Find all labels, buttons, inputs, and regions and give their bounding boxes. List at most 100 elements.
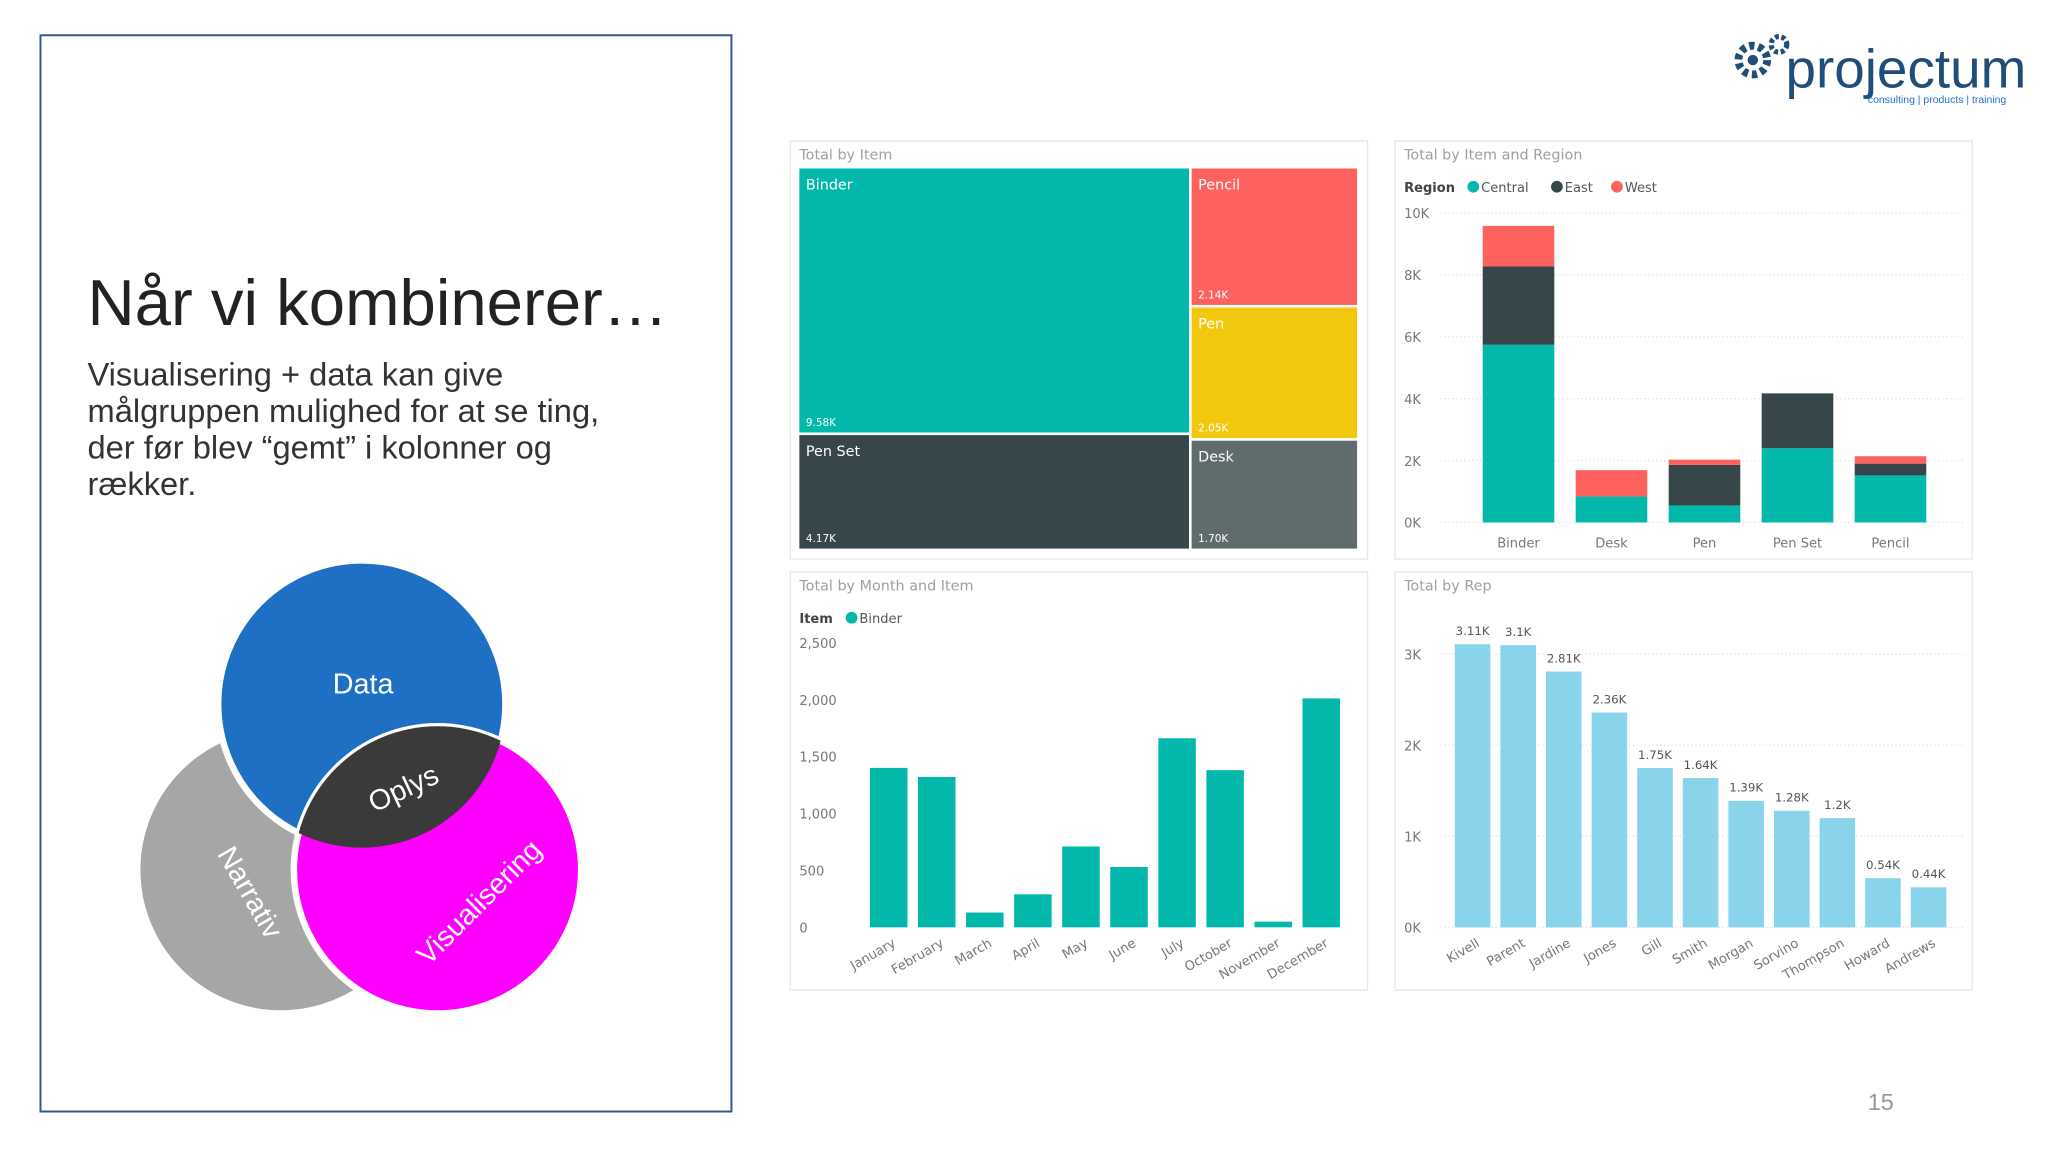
- chart: Total by Month and Item Item Binder 0 500 1,0…: [789, 571, 1369, 991]
- bar: [1819, 818, 1856, 928]
- legend-title: Item: [799, 612, 833, 627]
- body-line: målgruppen mulighed for at se ting,: [88, 392, 600, 429]
- bar: [1062, 846, 1100, 928]
- data-label: 3.1K: [1505, 625, 1532, 639]
- y-tick-label: 0: [799, 922, 807, 937]
- data-label: 1.28K: [1775, 791, 1809, 805]
- y-tick-label: 1,500: [799, 751, 836, 766]
- bar-segment: [1482, 266, 1555, 345]
- slide-title: Når vi kombinerer…: [88, 266, 669, 339]
- bar: [1728, 800, 1764, 928]
- chart: Total by Item and Region Region Central Eas…: [1394, 140, 1973, 560]
- y-tick-label: 1,000: [799, 808, 836, 823]
- body-text: Visualisering + data kan give målgruppen…: [88, 355, 600, 502]
- data-label: 1.2K: [1824, 798, 1851, 812]
- bar: [869, 767, 908, 928]
- data-label: 1.75K: [1638, 748, 1672, 762]
- data-label: 1.64K: [1684, 758, 1718, 772]
- x-tick-label: Pen: [1693, 536, 1717, 551]
- logo-name: projectum: [1785, 38, 2026, 100]
- bar: [1910, 887, 1947, 928]
- body-line: der før blev “gemt” i kolonner og: [88, 428, 552, 465]
- logo-gear: [1747, 54, 1759, 66]
- legend-swatch: [1611, 180, 1623, 193]
- value-label: 4.17K: [806, 533, 837, 545]
- legend-label: Binder: [859, 612, 902, 627]
- legend-label: West: [1625, 181, 1657, 196]
- y-tick-label: 3K: [1404, 648, 1421, 663]
- y-tick-label: 0K: [1404, 922, 1421, 937]
- bar-segment: [1668, 459, 1741, 465]
- bar: [966, 912, 1004, 928]
- bar: [1500, 645, 1536, 928]
- treemap-cell: [1191, 307, 1358, 439]
- y-tick-label: 8K: [1404, 269, 1421, 284]
- bar: [1158, 738, 1196, 928]
- bar-segment: [1854, 463, 1927, 476]
- bar: [1014, 894, 1052, 928]
- y-tick-label: 6K: [1404, 331, 1421, 346]
- y-tick-label: 4K: [1404, 393, 1421, 408]
- chart-title: Total by Item: [798, 147, 892, 163]
- value-label: 1.70K: [1198, 533, 1229, 545]
- y-tick-label: 2,000: [799, 694, 836, 709]
- treemap-cell: [799, 168, 1190, 433]
- y-tick-label: 2K: [1404, 455, 1421, 470]
- venn-label: Data: [333, 669, 394, 701]
- y-tick-label: 2,500: [799, 637, 836, 652]
- bar: [1682, 778, 1719, 928]
- y-tick-label: 500: [799, 865, 824, 880]
- bar: [1110, 866, 1148, 928]
- bar-segment: [1761, 448, 1834, 523]
- bar-segment: [1575, 470, 1648, 497]
- bar-segment: [1668, 505, 1741, 523]
- logo-gear: [1734, 41, 1772, 79]
- value-label: 2.14K: [1198, 289, 1229, 301]
- y-tick-label: 10K: [1404, 207, 1430, 222]
- x-tick-label: Desk: [1595, 536, 1628, 551]
- bar-segment: [1482, 225, 1555, 267]
- cell-label: Pen Set: [806, 444, 861, 460]
- bar-segment: [1854, 475, 1927, 523]
- bar-segment: [1668, 464, 1741, 506]
- data-label: 2.81K: [1547, 651, 1581, 665]
- x-tick-label: Binder: [1497, 536, 1540, 551]
- bar-segment: [1575, 496, 1648, 523]
- venn-overlap: [293, 726, 506, 848]
- bar: [918, 777, 956, 928]
- cell-label: Pen: [1198, 316, 1224, 332]
- bar-segment: [1482, 344, 1555, 523]
- legend-swatch: [1467, 180, 1480, 193]
- chart: Total by Item Binder 9.58K Pen Set 4.17K Penc…: [789, 140, 1369, 560]
- bar: [1454, 644, 1491, 928]
- treemap-cell: [799, 435, 1190, 549]
- legend-swatch: [845, 611, 858, 624]
- bar: [1591, 712, 1628, 928]
- venn-diagram: Data Oplys Narrativ Visualisering: [133, 557, 585, 1017]
- body-line: Visualisering + data kan give: [88, 355, 504, 392]
- logo: projectum consulting | products | traini…: [1734, 33, 2026, 106]
- value-label: 9.58K: [806, 417, 837, 429]
- bar-segment: [1761, 393, 1834, 449]
- logo-tagline: consulting | products | training: [1868, 95, 2006, 106]
- bar: [1865, 878, 1901, 928]
- legend-swatch: [1551, 180, 1563, 193]
- bar: [1254, 921, 1292, 928]
- data-label: 3.11K: [1456, 624, 1490, 638]
- x-tick-label: Pencil: [1871, 536, 1909, 551]
- y-tick-label: 2K: [1404, 740, 1421, 755]
- value-label: 2.05K: [1198, 423, 1229, 435]
- logo-gear: [1768, 33, 1790, 55]
- chart-title: Total by Rep: [1403, 578, 1492, 594]
- bar: [1206, 770, 1244, 928]
- legend-title: Region: [1404, 181, 1455, 196]
- cell-label: Desk: [1198, 450, 1234, 466]
- body-line: rækker.: [88, 465, 197, 502]
- cell-label: Binder: [806, 177, 853, 193]
- y-tick-label: 1K: [1404, 831, 1421, 846]
- legend-label: East: [1565, 181, 1593, 196]
- data-label: 0.44K: [1912, 867, 1946, 881]
